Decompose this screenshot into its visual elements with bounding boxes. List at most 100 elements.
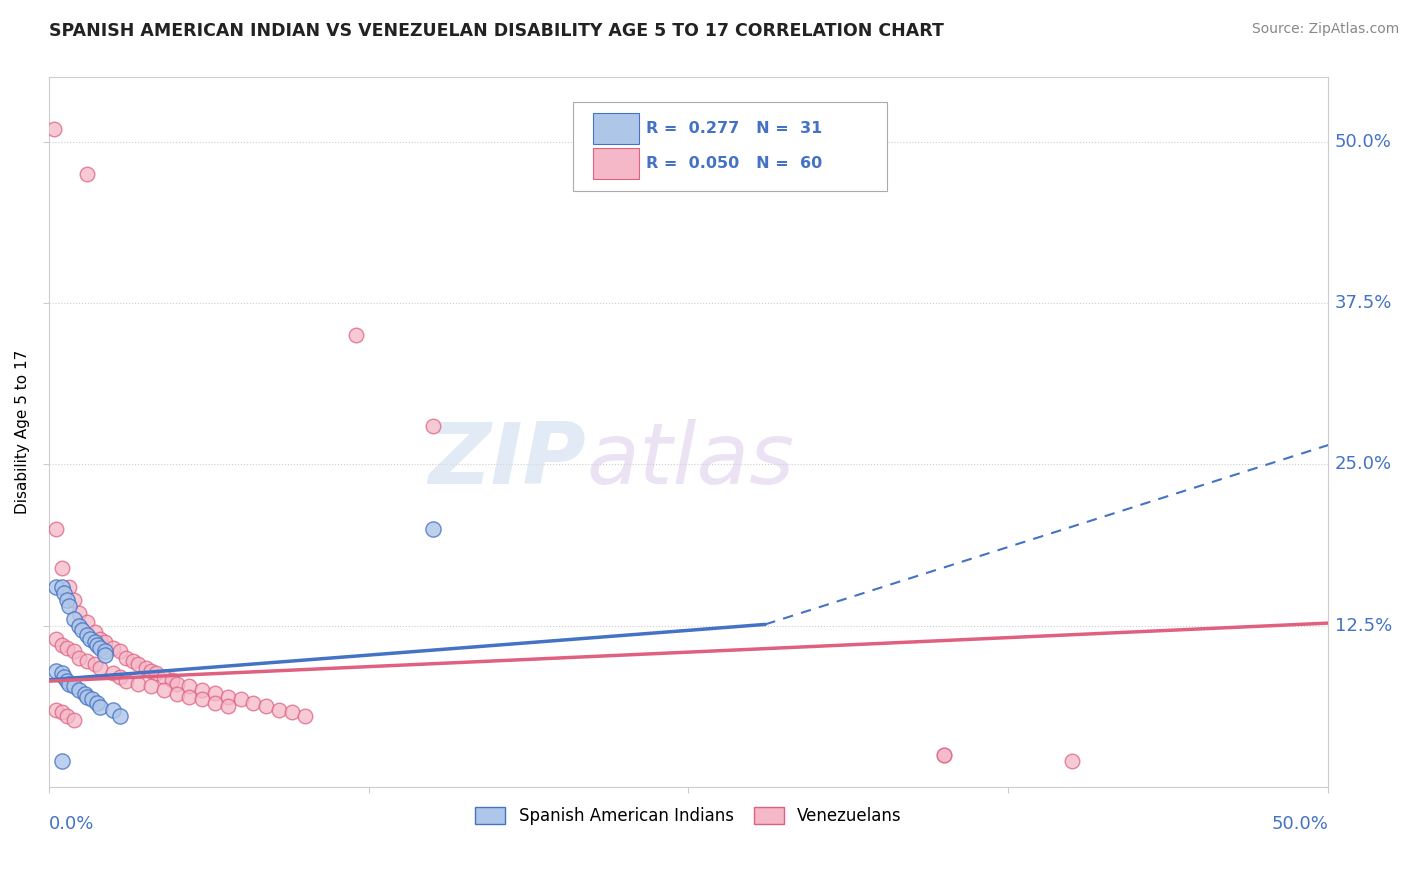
Point [217, 698, 239, 713]
FancyBboxPatch shape [574, 103, 887, 191]
Point [76, 690, 98, 704]
Point [83, 657, 105, 672]
Legend: Spanish American Indians, Venezuelans: Spanish American Indians, Venezuelans [468, 800, 908, 832]
Text: 37.5%: 37.5% [1334, 294, 1392, 312]
Point [344, 328, 367, 343]
FancyBboxPatch shape [592, 112, 638, 144]
Point [135, 661, 157, 675]
Point [127, 677, 149, 691]
Point [204, 696, 226, 710]
Point [51, 560, 73, 574]
Text: 0.0%: 0.0% [49, 815, 94, 833]
Text: 12.5%: 12.5% [1334, 616, 1392, 635]
Point [110, 644, 132, 658]
Point [204, 686, 226, 700]
Text: R =  0.050   N =  60: R = 0.050 N = 60 [647, 156, 823, 171]
Point [127, 657, 149, 672]
Point [422, 418, 444, 433]
Point [139, 664, 162, 678]
Point [114, 674, 136, 689]
Point [69, 651, 91, 665]
Point [63, 593, 86, 607]
Point [73, 687, 96, 701]
Point [86, 638, 108, 652]
Point [69, 606, 91, 620]
Point [101, 702, 124, 716]
Point [166, 677, 188, 691]
Point [242, 696, 264, 710]
Point [101, 640, 124, 655]
Point [45, 522, 67, 536]
Point [83, 635, 105, 649]
Point [58, 580, 80, 594]
Point [94, 644, 117, 658]
Point [110, 709, 132, 723]
Point [76, 615, 98, 629]
Point [114, 651, 136, 665]
Point [51, 666, 73, 681]
Text: atlas: atlas [586, 419, 794, 502]
Point [101, 666, 124, 681]
Point [153, 670, 176, 684]
Point [89, 700, 111, 714]
Point [63, 612, 86, 626]
Text: Source: ZipAtlas.com: Source: ZipAtlas.com [1251, 22, 1399, 37]
Point [934, 747, 956, 762]
Point [51, 638, 73, 652]
Point [58, 677, 80, 691]
Point [94, 635, 117, 649]
Point [42, 122, 65, 136]
Point [267, 702, 290, 716]
Point [76, 653, 98, 667]
Point [51, 580, 73, 594]
Y-axis label: Disability Age 5 to 17: Disability Age 5 to 17 [15, 350, 30, 515]
Point [191, 683, 214, 698]
Point [86, 696, 108, 710]
Text: 50.0%: 50.0% [1271, 815, 1329, 833]
Text: SPANISH AMERICAN INDIAN VS VENEZUELAN DISABILITY AGE 5 TO 17 CORRELATION CHART: SPANISH AMERICAN INDIAN VS VENEZUELAN DI… [49, 22, 943, 40]
Point [1062, 754, 1084, 768]
Text: ZIP: ZIP [429, 419, 586, 502]
Point [179, 679, 201, 693]
Point [229, 692, 252, 706]
Point [934, 747, 956, 762]
Point [51, 754, 73, 768]
Point [55, 674, 77, 689]
Point [94, 648, 117, 663]
Point [45, 632, 67, 646]
Point [83, 625, 105, 640]
Point [82, 692, 104, 706]
Point [254, 698, 277, 713]
Point [89, 661, 111, 675]
Point [89, 632, 111, 646]
Point [53, 670, 76, 684]
Text: 25.0%: 25.0% [1334, 456, 1392, 474]
Point [55, 640, 77, 655]
Point [217, 690, 239, 704]
Point [153, 683, 176, 698]
Point [55, 709, 77, 723]
Point [63, 644, 86, 658]
Point [45, 702, 67, 716]
Point [294, 709, 316, 723]
Point [55, 593, 77, 607]
FancyBboxPatch shape [592, 148, 638, 179]
Point [70, 623, 93, 637]
Text: R =  0.277   N =  31: R = 0.277 N = 31 [647, 120, 823, 136]
Point [191, 692, 214, 706]
Point [179, 690, 201, 704]
Text: 50.0%: 50.0% [1334, 133, 1392, 151]
Point [122, 653, 145, 667]
Point [76, 628, 98, 642]
Point [51, 705, 73, 719]
Point [63, 713, 86, 727]
Point [69, 683, 91, 698]
Point [160, 673, 183, 687]
Point [79, 632, 101, 646]
Point [281, 705, 304, 719]
Point [76, 167, 98, 181]
Point [166, 687, 188, 701]
Point [69, 618, 91, 632]
Point [45, 664, 67, 678]
Point [45, 580, 67, 594]
